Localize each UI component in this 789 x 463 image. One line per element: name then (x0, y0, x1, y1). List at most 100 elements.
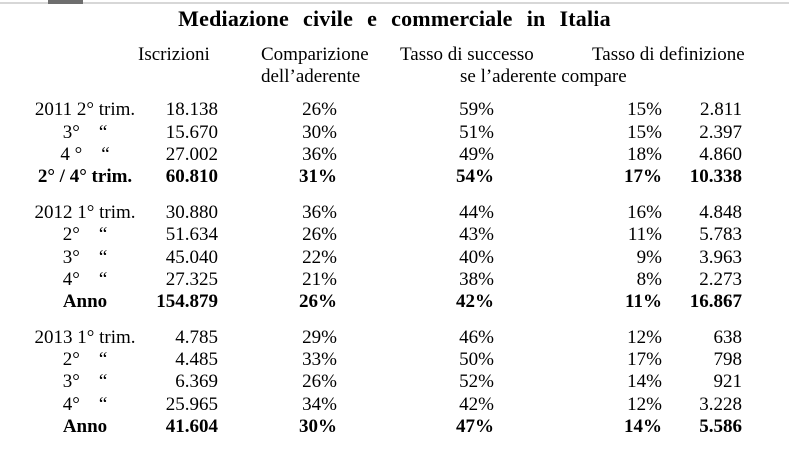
year-group-2012: 2012 1° trim. 30.880 36% 44% 16% 4.848 2… (10, 202, 789, 314)
column-header-comparizione-line2: dell’aderente (261, 66, 361, 87)
period-label: 2012 1° trim. (34, 201, 136, 223)
definizione-num-value: 3.228 (699, 393, 742, 415)
definizione-pct-value: 12% (627, 326, 662, 348)
comparizione-value: 29% (302, 326, 337, 348)
successo-value: 51% (459, 121, 494, 143)
definizione-num-value: 4.860 (699, 143, 742, 165)
iscrizioni-value: 27.325 (165, 268, 218, 290)
successo-value: 42% (456, 291, 494, 313)
definizione-pct-value: 11% (627, 224, 662, 246)
period-label: 2013 1° trim. (34, 326, 136, 348)
iscrizioni-value: 51.634 (165, 224, 218, 246)
iscrizioni-value: 45.040 (165, 246, 218, 268)
table-row: 3° “ 45.040 22% 40% 9% 3.963 (10, 246, 789, 268)
comparizione-value: 26% (302, 224, 337, 246)
definizione-pct-value: 12% (627, 393, 662, 415)
table-row: Anno 41.604 30% 47% 14% 5.586 (10, 416, 789, 438)
table-row: 4° “ 27.325 21% 38% 8% 2.273 (10, 269, 789, 291)
definizione-num-value: 2.397 (699, 121, 742, 143)
period-label: 4° “ (62, 268, 108, 290)
iscrizioni-value: 4.785 (175, 326, 218, 348)
definizione-pct-value: 17% (627, 349, 662, 371)
year-group-2013: 2013 1° trim. 4.785 29% 46% 12% 638 2° “… (10, 327, 789, 439)
comparizione-value: 33% (302, 349, 337, 371)
comparizione-value: 34% (302, 393, 337, 415)
period-label: 3° “ (62, 121, 108, 143)
table-row: 2° “ 4.485 33% 50% 17% 798 (10, 349, 789, 371)
successo-value: 52% (459, 371, 494, 393)
definizione-num-value: 798 (713, 349, 743, 371)
table-row: 3° “ 6.369 26% 52% 14% 921 (10, 371, 789, 393)
table-row: 2013 1° trim. 4.785 29% 46% 12% 638 (10, 327, 789, 349)
table-row: 4° “ 25.965 34% 42% 12% 3.228 (10, 394, 789, 416)
definizione-num-value: 3.963 (699, 246, 742, 268)
column-header-successo-line1: Tasso di successo (400, 44, 534, 65)
successo-value: 50% (459, 349, 494, 371)
table-row: 3° “ 15.670 30% 51% 15% 2.397 (10, 121, 789, 143)
definizione-num-value: 10.338 (689, 166, 742, 188)
period-label: Anno (62, 291, 108, 313)
period-label: 3° “ (62, 371, 108, 393)
comparizione-value: 26% (302, 99, 337, 121)
successo-value: 44% (459, 201, 494, 223)
iscrizioni-value: 18.138 (165, 99, 218, 121)
table-row: 2012 1° trim. 30.880 36% 44% 16% 4.848 (10, 202, 789, 224)
comparizione-value: 31% (299, 166, 337, 188)
page-title: Mediazione civile e commerciale in Itali… (178, 6, 611, 31)
comparizione-value: 30% (302, 121, 337, 143)
definizione-num-value: 5.586 (699, 416, 742, 438)
table-row: 2° / 4° trim. 60.810 31% 54% 17% 10.338 (10, 166, 789, 188)
iscrizioni-value: 15.670 (165, 121, 218, 143)
period-label: 2011 2° trim. (34, 99, 136, 121)
period-label: 2° / 4° trim. (37, 166, 133, 188)
column-header-definizione: Tasso di definizione (592, 44, 745, 65)
definizione-num-value: 638 (713, 326, 743, 348)
table-row: 2011 2° trim. 18.138 26% 59% 15% 2.811 (10, 99, 789, 121)
column-header-successo-line2: se l’aderente compare (460, 66, 627, 87)
successo-value: 49% (459, 143, 494, 165)
definizione-num-value: 4.848 (699, 201, 742, 223)
iscrizioni-value: 25.965 (165, 393, 218, 415)
definizione-num-value: 16.867 (689, 291, 742, 313)
successo-value: 38% (459, 268, 494, 290)
definizione-num-value: 5.783 (699, 224, 742, 246)
definizione-pct-value: 8% (636, 268, 662, 290)
table-body: 2011 2° trim. 18.138 26% 59% 15% 2.811 3… (10, 99, 789, 438)
definizione-pct-value: 14% (624, 416, 662, 438)
comparizione-value: 36% (302, 201, 337, 223)
column-header-comparizione: Comparizione dell’aderente (261, 44, 369, 88)
iscrizioni-value: 30.880 (165, 201, 218, 223)
period-label: 4 ° “ (60, 143, 110, 165)
definizione-pct-value: 9% (636, 246, 662, 268)
period-label: 3° “ (62, 246, 108, 268)
iscrizioni-value: 4.485 (175, 349, 218, 371)
comparizione-value: 26% (299, 291, 337, 313)
comparizione-value: 30% (299, 416, 337, 438)
definizione-pct-value: 15% (627, 121, 662, 143)
comparizione-value: 21% (302, 268, 337, 290)
iscrizioni-value: 154.879 (156, 291, 218, 313)
definizione-pct-value: 17% (624, 166, 662, 188)
iscrizioni-value: 27.002 (165, 143, 218, 165)
definizione-pct-value: 15% (627, 99, 662, 121)
period-label: 4° “ (62, 393, 108, 415)
successo-value: 40% (459, 246, 494, 268)
column-header-comparizione-line1: Comparizione (261, 44, 369, 65)
definizione-num-value: 921 (713, 371, 743, 393)
comparizione-value: 26% (302, 371, 337, 393)
comparizione-value: 36% (302, 143, 337, 165)
successo-value: 59% (459, 99, 494, 121)
iscrizioni-value: 6.369 (175, 371, 218, 393)
iscrizioni-value: 60.810 (165, 166, 218, 188)
year-group-2011: 2011 2° trim. 18.138 26% 59% 15% 2.811 3… (10, 99, 789, 189)
successo-value: 43% (459, 224, 494, 246)
definizione-num-value: 2.273 (699, 268, 742, 290)
definizione-num-value: 2.811 (699, 99, 742, 121)
table-row: Anno 154.879 26% 42% 11% 16.867 (10, 291, 789, 313)
comparizione-value: 22% (302, 246, 337, 268)
period-label: 2° “ (62, 349, 108, 371)
definizione-pct-value: 14% (627, 371, 662, 393)
period-label: 2° “ (62, 224, 108, 246)
successo-value: 46% (459, 326, 494, 348)
